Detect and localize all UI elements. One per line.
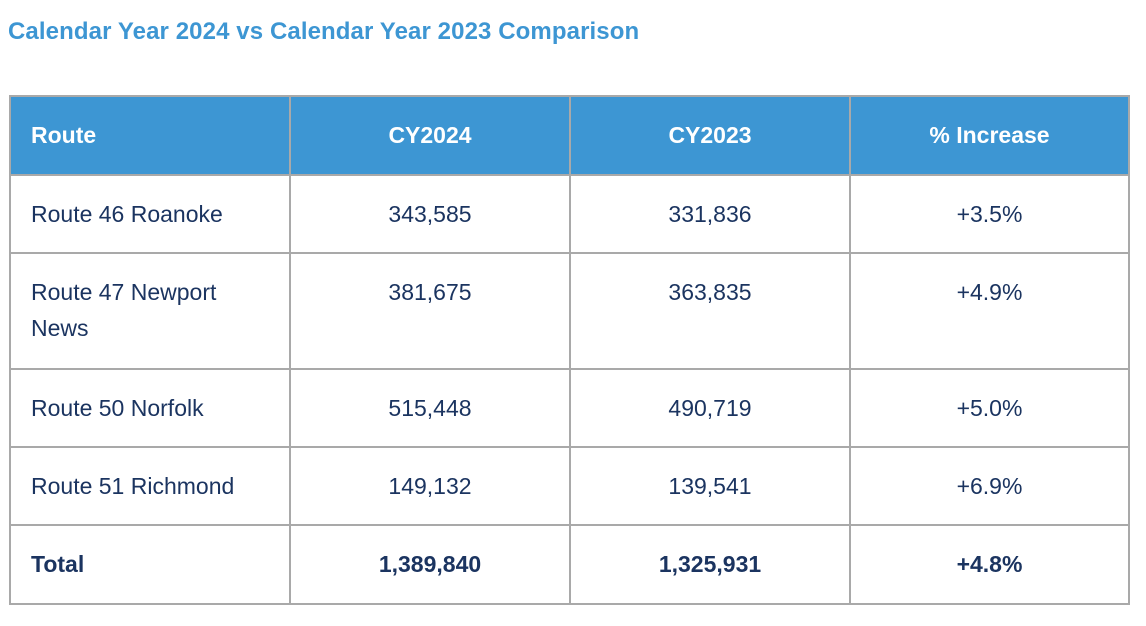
table-row: Route 51 Richmond 149,132 139,541 +6.9%: [9, 446, 1130, 526]
cy2023-cell: 490,719: [569, 368, 851, 448]
cy2024-cell: 515,448: [289, 368, 571, 448]
cy2024-cell: 381,675: [289, 252, 571, 370]
table-row: Route 46 Roanoke 343,585 331,836 +3.5%: [9, 174, 1130, 254]
total-label-cell: Total: [9, 524, 291, 605]
header-cy2023: CY2023: [569, 95, 851, 176]
cy2024-cell: 343,585: [289, 174, 571, 254]
route-cell: Route 47 Newport News: [9, 252, 291, 370]
route-cell: Route 50 Norfolk: [9, 368, 291, 448]
increase-cell: +3.5%: [849, 174, 1130, 254]
increase-cell: +4.9%: [849, 252, 1130, 370]
page-title: Calendar Year 2024 vs Calendar Year 2023…: [8, 18, 640, 45]
total-cy2023-cell: 1,325,931: [569, 524, 851, 605]
header-increase: % Increase: [849, 95, 1130, 176]
total-increase-cell: +4.8%: [849, 524, 1130, 605]
cy2024-cell: 149,132: [289, 446, 571, 526]
table-header-row: Route CY2024 CY2023 % Increase: [9, 95, 1130, 176]
cy2023-cell: 363,835: [569, 252, 851, 370]
increase-cell: +6.9%: [849, 446, 1130, 526]
comparison-table: Route CY2024 CY2023 % Increase Route 46 …: [9, 95, 1130, 605]
cy2023-cell: 331,836: [569, 174, 851, 254]
total-cy2024-cell: 1,389,840: [289, 524, 571, 605]
cy2023-cell: 139,541: [569, 446, 851, 526]
header-route: Route: [9, 95, 291, 176]
route-cell: Route 51 Richmond: [9, 446, 291, 526]
route-cell: Route 46 Roanoke: [9, 174, 291, 254]
table-total-row: Total 1,389,840 1,325,931 +4.8%: [9, 524, 1130, 605]
header-cy2024: CY2024: [289, 95, 571, 176]
increase-cell: +5.0%: [849, 368, 1130, 448]
table-row: Route 47 Newport News 381,675 363,835 +4…: [9, 252, 1130, 370]
table-row: Route 50 Norfolk 515,448 490,719 +5.0%: [9, 368, 1130, 448]
